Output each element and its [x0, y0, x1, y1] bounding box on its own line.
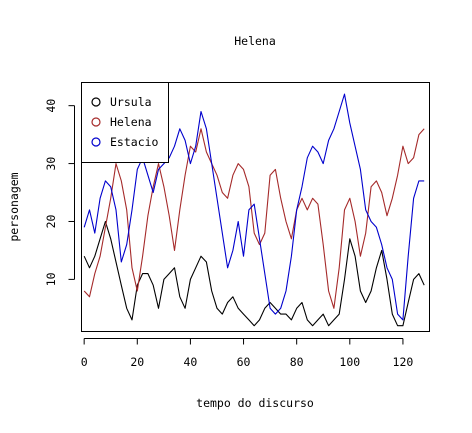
legend-label-helena: Helena	[110, 115, 152, 129]
x-tick-label: 40	[183, 355, 197, 369]
x-tick-label: 0	[81, 355, 88, 369]
series-line-ursula	[83, 220, 425, 327]
y-axis-label: personagem	[7, 172, 21, 241]
plot-frame	[81, 82, 430, 332]
y-tick-label: 40	[44, 99, 58, 113]
legend-marker-ursula	[91, 97, 101, 107]
y-tick-label: 30	[44, 157, 58, 171]
y-axis: 10 20 30 40	[44, 99, 75, 286]
series-line-helena	[83, 128, 425, 309]
y-tick-label: 10	[44, 272, 58, 286]
x-axis: 0 20 40 60 80 100 120	[81, 338, 414, 369]
legend-marker-helena	[91, 117, 101, 127]
x-tick-label: 20	[130, 355, 144, 369]
x-tick-label: 60	[237, 355, 251, 369]
legend-label-ursula: Ursula	[110, 95, 152, 109]
x-axis-label: tempo do discurso	[196, 396, 314, 410]
x-tick-label: 100	[339, 355, 360, 369]
legend-marker-estacio	[91, 137, 101, 147]
chart-title: Helena	[234, 34, 276, 48]
x-tick-label: 80	[290, 355, 304, 369]
y-tick-label: 20	[44, 214, 58, 228]
x-tick-label: 120	[393, 355, 414, 369]
legend-box	[81, 82, 169, 163]
legend: Ursula Helena Estacio	[81, 82, 169, 163]
legend-label-estacio: Estacio	[110, 135, 159, 149]
